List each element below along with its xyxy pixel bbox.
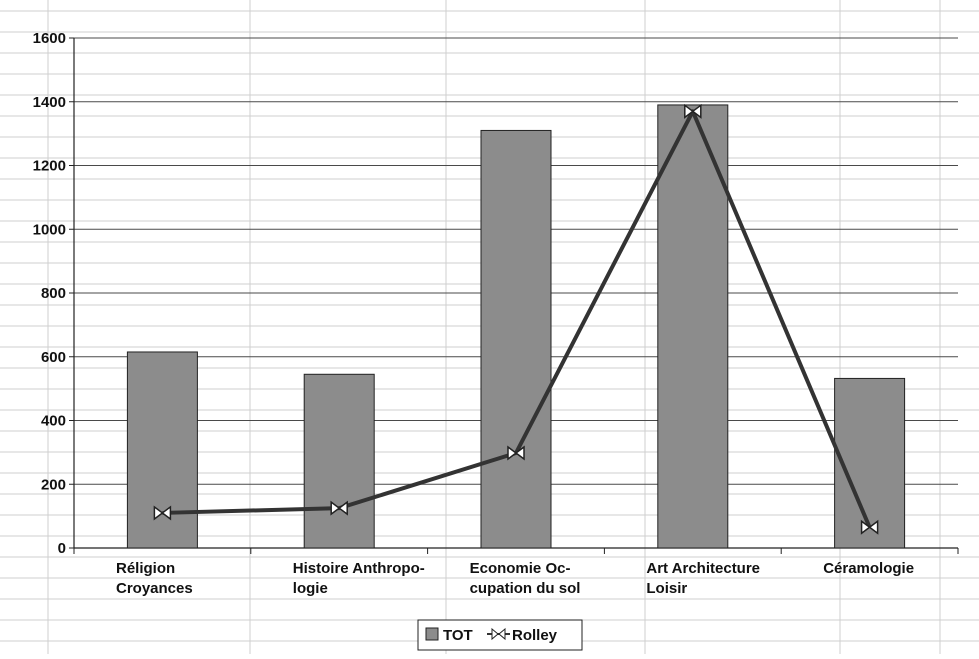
x-tick-label: Céramologie (823, 560, 914, 577)
legend-label-rolley: Rolley (512, 627, 558, 644)
x-tick-label-line: Art Architecture (646, 560, 760, 577)
bar-tot (303, 373, 375, 549)
x-tick-label: Economie Oc-cupation du sol (470, 560, 581, 597)
x-tick-label: Réligion Croyances (116, 560, 193, 597)
y-tick-label: 1600 (33, 30, 66, 47)
y-tick-label: 400 (41, 413, 66, 430)
y-tick-label: 200 (41, 476, 66, 493)
legend-marker-rolley (487, 627, 510, 641)
legend: TOT Rolley (417, 619, 583, 651)
bar-tot (657, 104, 729, 549)
bar-tot (834, 377, 906, 549)
x-tick-label-line: Céramologie (823, 560, 914, 577)
x-tick-label-line: logie (293, 580, 328, 597)
bar-layer (126, 104, 906, 549)
x-tick-label-line: Economie Oc- (470, 560, 571, 577)
point-rolley (684, 103, 702, 119)
x-tick-label-line: Loisir (646, 580, 687, 597)
y-tick-label: 1200 (33, 158, 66, 175)
x-tick-label-line: Croyances (116, 580, 193, 597)
y-tick-label: 0 (58, 540, 66, 557)
y-tick-label: 1000 (33, 221, 66, 238)
y-tick-label: 1400 (33, 94, 66, 111)
point-rolley (153, 505, 172, 521)
legend-label-tot: TOT (443, 627, 473, 644)
y-tick-label: 600 (41, 349, 66, 366)
bar-tot (126, 351, 198, 549)
x-tick-label: Histoire Anthropo-logie (293, 560, 425, 597)
x-tick-label: Art Architecture Loisir (646, 560, 760, 597)
x-tick-label-line: Réligion (116, 560, 175, 577)
line-layer (153, 103, 879, 535)
point-rolley (330, 500, 348, 516)
x-tick-label-line: Histoire Anthropo- (293, 560, 425, 577)
legend-swatch-tot (425, 627, 439, 641)
point-rolley (507, 445, 525, 461)
bar-tot (480, 129, 552, 549)
label-layer: 0 200 400 600 800 1000 1200 1400 1600 Réligion Cro… (33, 30, 914, 597)
x-tick-label-line: cupation du sol (470, 580, 581, 597)
y-tick-label: 800 (41, 285, 66, 302)
point-rolley (860, 519, 879, 535)
